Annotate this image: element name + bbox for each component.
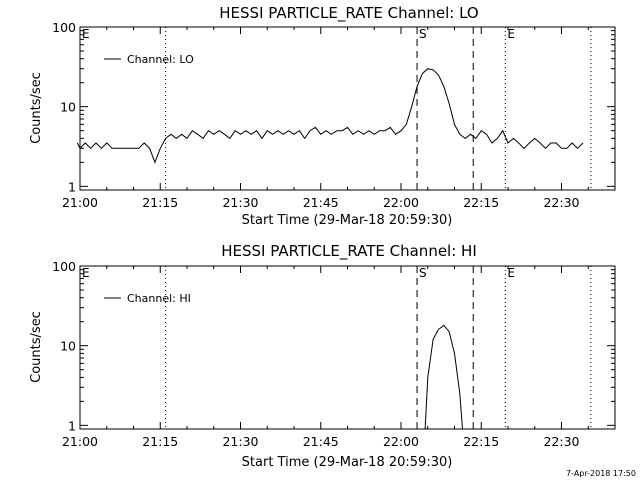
footer-timestamp: 7-Apr-2018 17:50 <box>566 469 636 478</box>
x-axis-label-hi: Start Time (29-Mar-18 20:59:30) <box>242 455 453 470</box>
chart-title-hi: HESSI PARTICLE_RATE Channel: HI <box>221 242 477 261</box>
y-axis-label-hi: Counts/sec <box>29 311 44 383</box>
chart-title-lo: HESSI PARTICLE_RATE Channel: LO <box>219 4 478 23</box>
y-tick-label-lo: 10 <box>60 100 76 115</box>
y-tick-label-lo: 1 <box>68 179 76 194</box>
y-tick-label-hi: 10 <box>60 339 76 354</box>
y-axis-label-lo: Counts/sec <box>29 72 44 144</box>
x-tick-label-hi: 22:15 <box>463 434 499 449</box>
legend-label-hi: Channel: HI <box>127 292 191 305</box>
x-tick-label-lo: 21:15 <box>142 195 178 210</box>
x-tick-label-hi: 21:00 <box>62 434 98 449</box>
x-tick-label-hi: 21:30 <box>222 434 258 449</box>
x-tick-label-hi: 22:00 <box>383 434 419 449</box>
x-tick-label-hi: 22:30 <box>543 434 579 449</box>
panel-hi: HESSI PARTICLE_RATE Channel: HI Counts/s… <box>29 242 616 470</box>
x-tick-label-lo: 21:00 <box>62 195 98 210</box>
plot-frame-lo <box>79 26 616 191</box>
x-tick-label-lo: 21:30 <box>222 195 258 210</box>
x-tick-label-hi: 21:45 <box>303 434 339 449</box>
legend-label-lo: Channel: LO <box>127 53 194 66</box>
plot-frame-hi <box>79 265 616 430</box>
panel-lo: HESSI PARTICLE_RATE Channel: LO Counts/s… <box>29 4 616 228</box>
event-marker-label-lo: E <box>507 27 515 41</box>
x-tick-label-lo: 22:15 <box>463 195 499 210</box>
x-axis-label-lo: Start Time (29-Mar-18 20:59:30) <box>242 213 453 228</box>
x-tick-label-hi: 21:15 <box>142 434 178 449</box>
series-line-hi <box>424 324 463 430</box>
event-marker-label-lo: S <box>419 27 427 41</box>
x-tick-label-lo: 22:00 <box>383 195 419 210</box>
y-tick-label-hi: 100 <box>52 259 76 274</box>
y-tick-label-lo: 100 <box>52 20 76 35</box>
y-tick-label-hi: 1 <box>68 418 76 433</box>
x-tick-label-lo: 22:30 <box>543 195 579 210</box>
event-marker-label-hi: S <box>419 266 427 280</box>
x-tick-label-lo: 21:45 <box>303 195 339 210</box>
event-marker-label-hi: E <box>507 266 515 280</box>
corner-label-lo: E <box>82 27 90 41</box>
series-line-lo <box>76 68 584 164</box>
corner-label-hi: E <box>82 266 90 280</box>
